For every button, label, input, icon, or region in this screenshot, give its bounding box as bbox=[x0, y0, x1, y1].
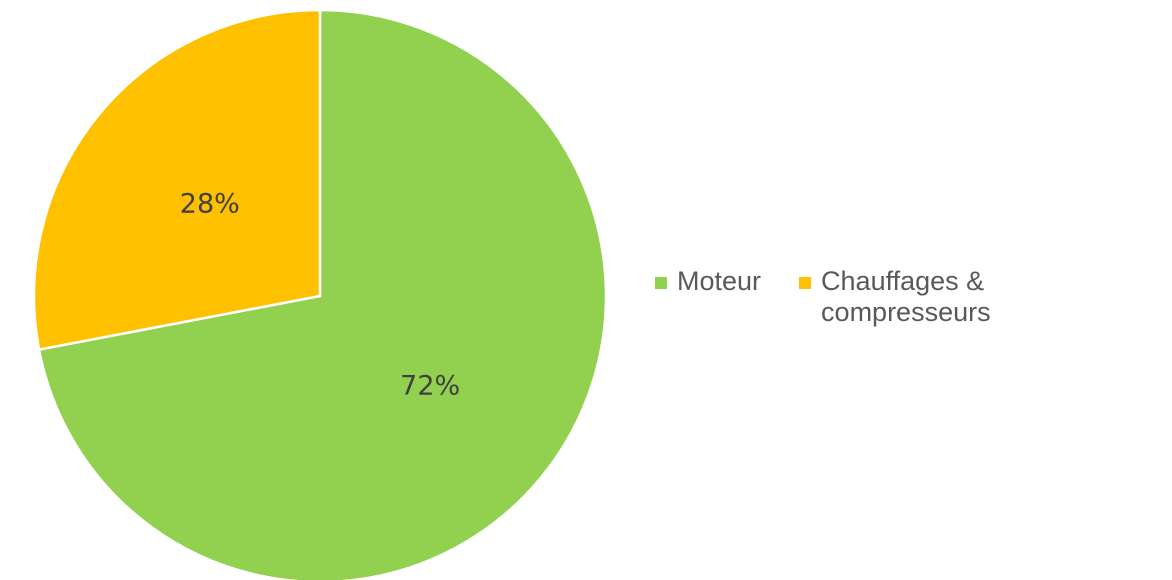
data-label: 28% bbox=[180, 188, 240, 219]
legend-label: Moteur bbox=[677, 266, 762, 296]
legend-swatch bbox=[799, 277, 812, 289]
legend-item: Moteur bbox=[655, 266, 761, 297]
legend: Moteur Chauffages & compresseurs bbox=[655, 266, 1021, 328]
pie-slice bbox=[37, 8, 608, 580]
legend-item: Chauffages & compresseurs bbox=[799, 266, 1021, 328]
legend-label: Chauffages & compresseurs bbox=[821, 266, 991, 327]
data-label: 72% bbox=[400, 371, 460, 402]
legend-swatch bbox=[655, 277, 667, 289]
pie-slice bbox=[32, 8, 322, 352]
